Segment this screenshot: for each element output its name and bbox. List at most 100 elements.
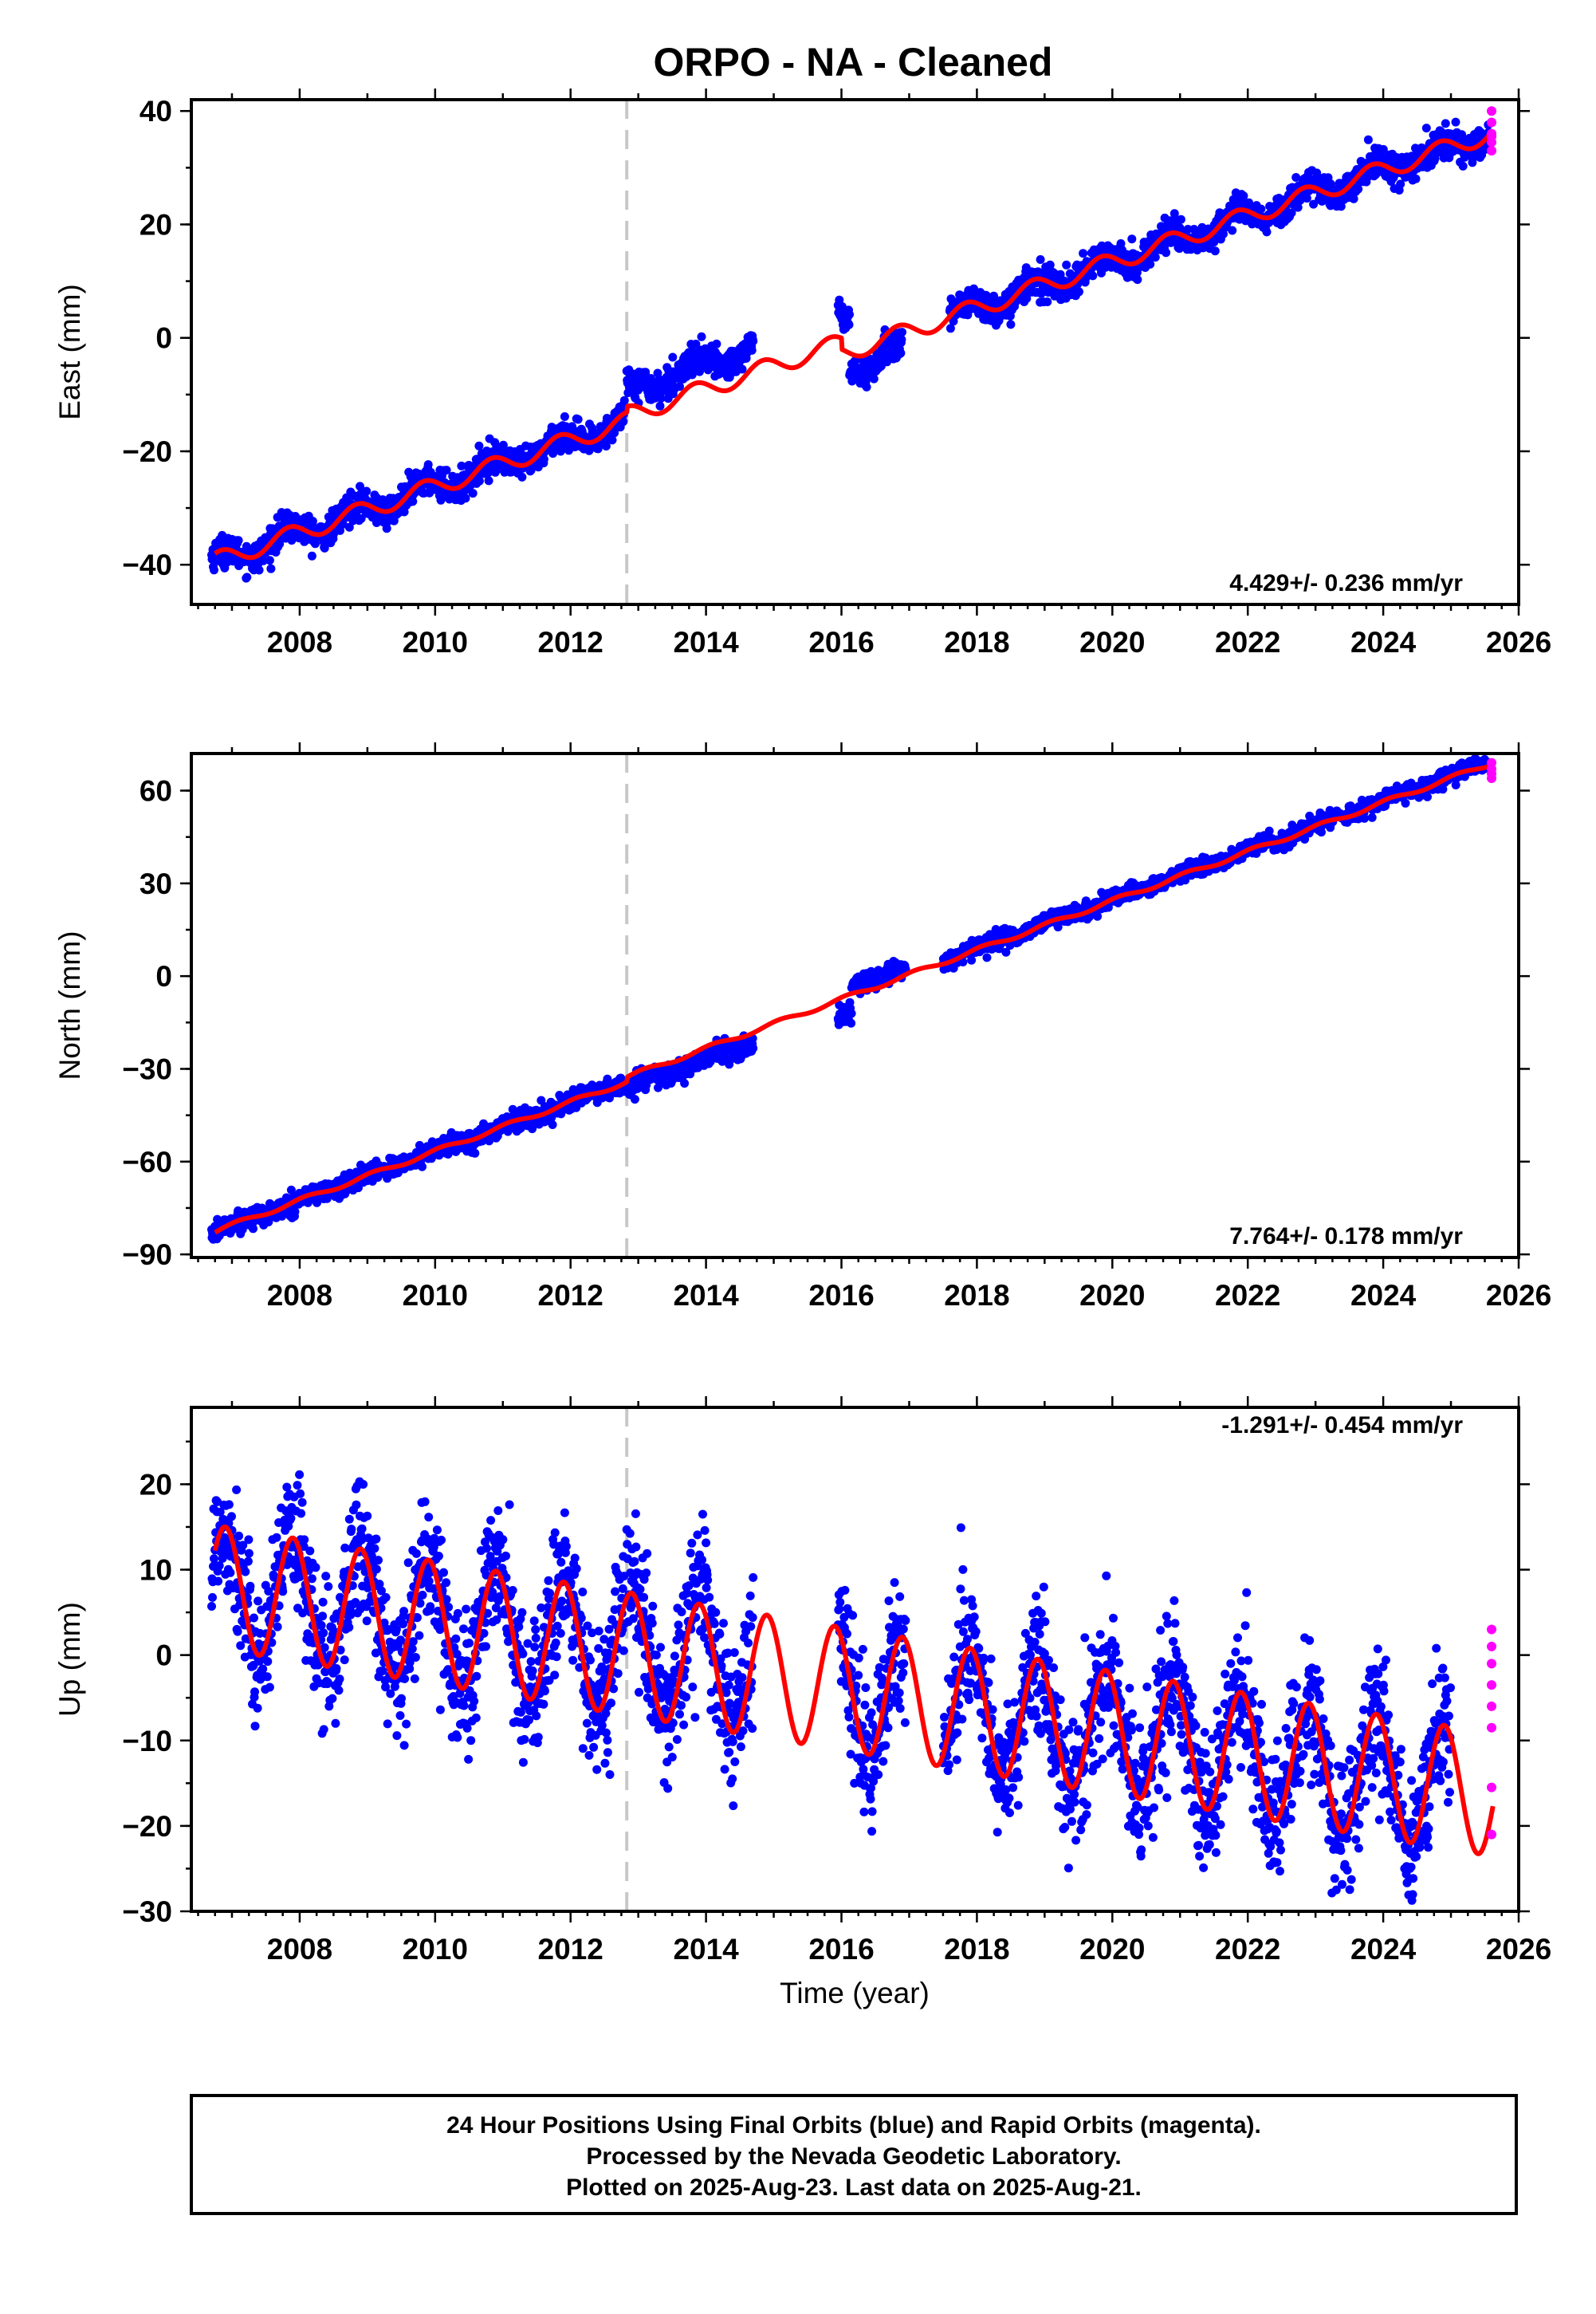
east-data-point (1150, 253, 1160, 262)
east-y-axis-label: East (mm) (53, 284, 86, 420)
east-data-point (1441, 119, 1450, 128)
east-data-point (1146, 259, 1155, 269)
east-data-point (668, 352, 678, 362)
east-data-point (474, 476, 484, 486)
east-rapid-point (1487, 117, 1497, 128)
north-data-point (847, 1009, 856, 1018)
east-data-point (1228, 226, 1237, 235)
east-data-point (408, 497, 418, 506)
east-data-point (484, 476, 493, 486)
east-data-point (835, 295, 844, 305)
east-y-tick-label: 0 (155, 322, 172, 355)
east-data-point (1176, 214, 1185, 224)
east-x-tick-label: 2012 (538, 626, 603, 659)
east-data-point (1075, 287, 1083, 297)
east-data-point (749, 336, 758, 346)
east-data-point (328, 529, 338, 539)
east-data-point (234, 536, 243, 545)
east-data-point (1363, 135, 1373, 144)
north-data-point (290, 1207, 300, 1217)
east-data-point (691, 340, 701, 348)
east-data-point (474, 441, 484, 451)
east-data-point (468, 489, 478, 498)
east-y-tick-label: 40 (140, 95, 172, 128)
east-data-point (1101, 262, 1111, 272)
east-data-point (356, 482, 364, 491)
east-x-tick-label: 2024 (1350, 626, 1417, 659)
north-data-point (982, 953, 992, 962)
east-data-point (641, 368, 651, 377)
east-data-point (1162, 248, 1171, 258)
east-x-tick-label: 2020 (1079, 626, 1145, 659)
east-data-point (655, 401, 665, 411)
east-data-point (1036, 255, 1045, 264)
east-x-tick-label: 2014 (673, 626, 739, 659)
east-data-point (210, 565, 218, 575)
east-data-point (338, 519, 348, 529)
east-data-point (1062, 260, 1071, 270)
east-final-orbit-points (207, 117, 1495, 583)
east-y-tick-label: −40 (122, 549, 172, 581)
east-data-point (897, 335, 906, 344)
east-data-point (844, 320, 854, 329)
east-data-point (1183, 225, 1193, 234)
east-data-point (1262, 227, 1272, 237)
east-data-point (1127, 234, 1137, 244)
east-data-point (898, 328, 906, 337)
east-data-point (896, 348, 906, 358)
north-data-point (630, 1095, 639, 1104)
east-x-tick-label: 2018 (944, 626, 1009, 659)
east-x-tick-label: 2008 (267, 626, 332, 659)
north-final-orbit-points (207, 754, 1495, 1244)
east-data-point (1210, 246, 1220, 256)
east-rate-label: 4.429+/- 0.236 mm/yr (1229, 570, 1463, 596)
east-data-point (656, 394, 666, 403)
east-y-tick-label: 20 (140, 208, 172, 241)
east-data-point (457, 461, 466, 470)
east-data-point (320, 543, 329, 553)
east-x-tick-label: 2016 (808, 626, 874, 659)
east-data-point (362, 486, 371, 496)
east-data-point (601, 442, 611, 451)
east-x-tick-label: 2026 (1486, 626, 1551, 659)
east-data-point (442, 466, 451, 475)
east-data-point (1302, 194, 1311, 203)
north-data-point (418, 1162, 427, 1171)
east-rapid-orbit-points (1487, 106, 1497, 156)
east-data-point (423, 460, 433, 470)
east-data-point (619, 396, 629, 405)
east-data-point (517, 472, 527, 482)
east-data-point (382, 524, 391, 533)
east-x-tick-label: 2022 (1215, 626, 1280, 659)
east-data-point (747, 345, 757, 355)
east-data-point (1079, 249, 1088, 258)
east-data-point (1256, 204, 1266, 214)
east-data-point (1239, 191, 1248, 201)
east-rapid-point (1487, 132, 1497, 142)
east-data-point (1088, 271, 1098, 281)
east-data-point (308, 517, 317, 526)
east-data-point (307, 551, 316, 561)
east-data-point (573, 415, 583, 424)
east-data-point (945, 324, 955, 333)
east-data-point (845, 309, 854, 319)
east-data-point (1411, 174, 1421, 183)
east-data-point (1133, 275, 1142, 285)
east-x-tick-label: 2010 (403, 626, 468, 659)
east-data-point (1458, 161, 1468, 171)
east-data-point (737, 364, 747, 374)
east-data-point (1043, 297, 1052, 306)
east-data-point (242, 573, 252, 582)
north-data-point (749, 1044, 758, 1053)
east-data-point (1451, 117, 1460, 127)
east-data-point (258, 556, 268, 565)
east-data-point (1421, 124, 1431, 133)
north-data-point (680, 1079, 690, 1088)
east-data-point (712, 339, 721, 348)
east-data-point (869, 374, 879, 384)
east-data-point (1006, 320, 1016, 329)
east-rapid-point (1487, 146, 1497, 156)
